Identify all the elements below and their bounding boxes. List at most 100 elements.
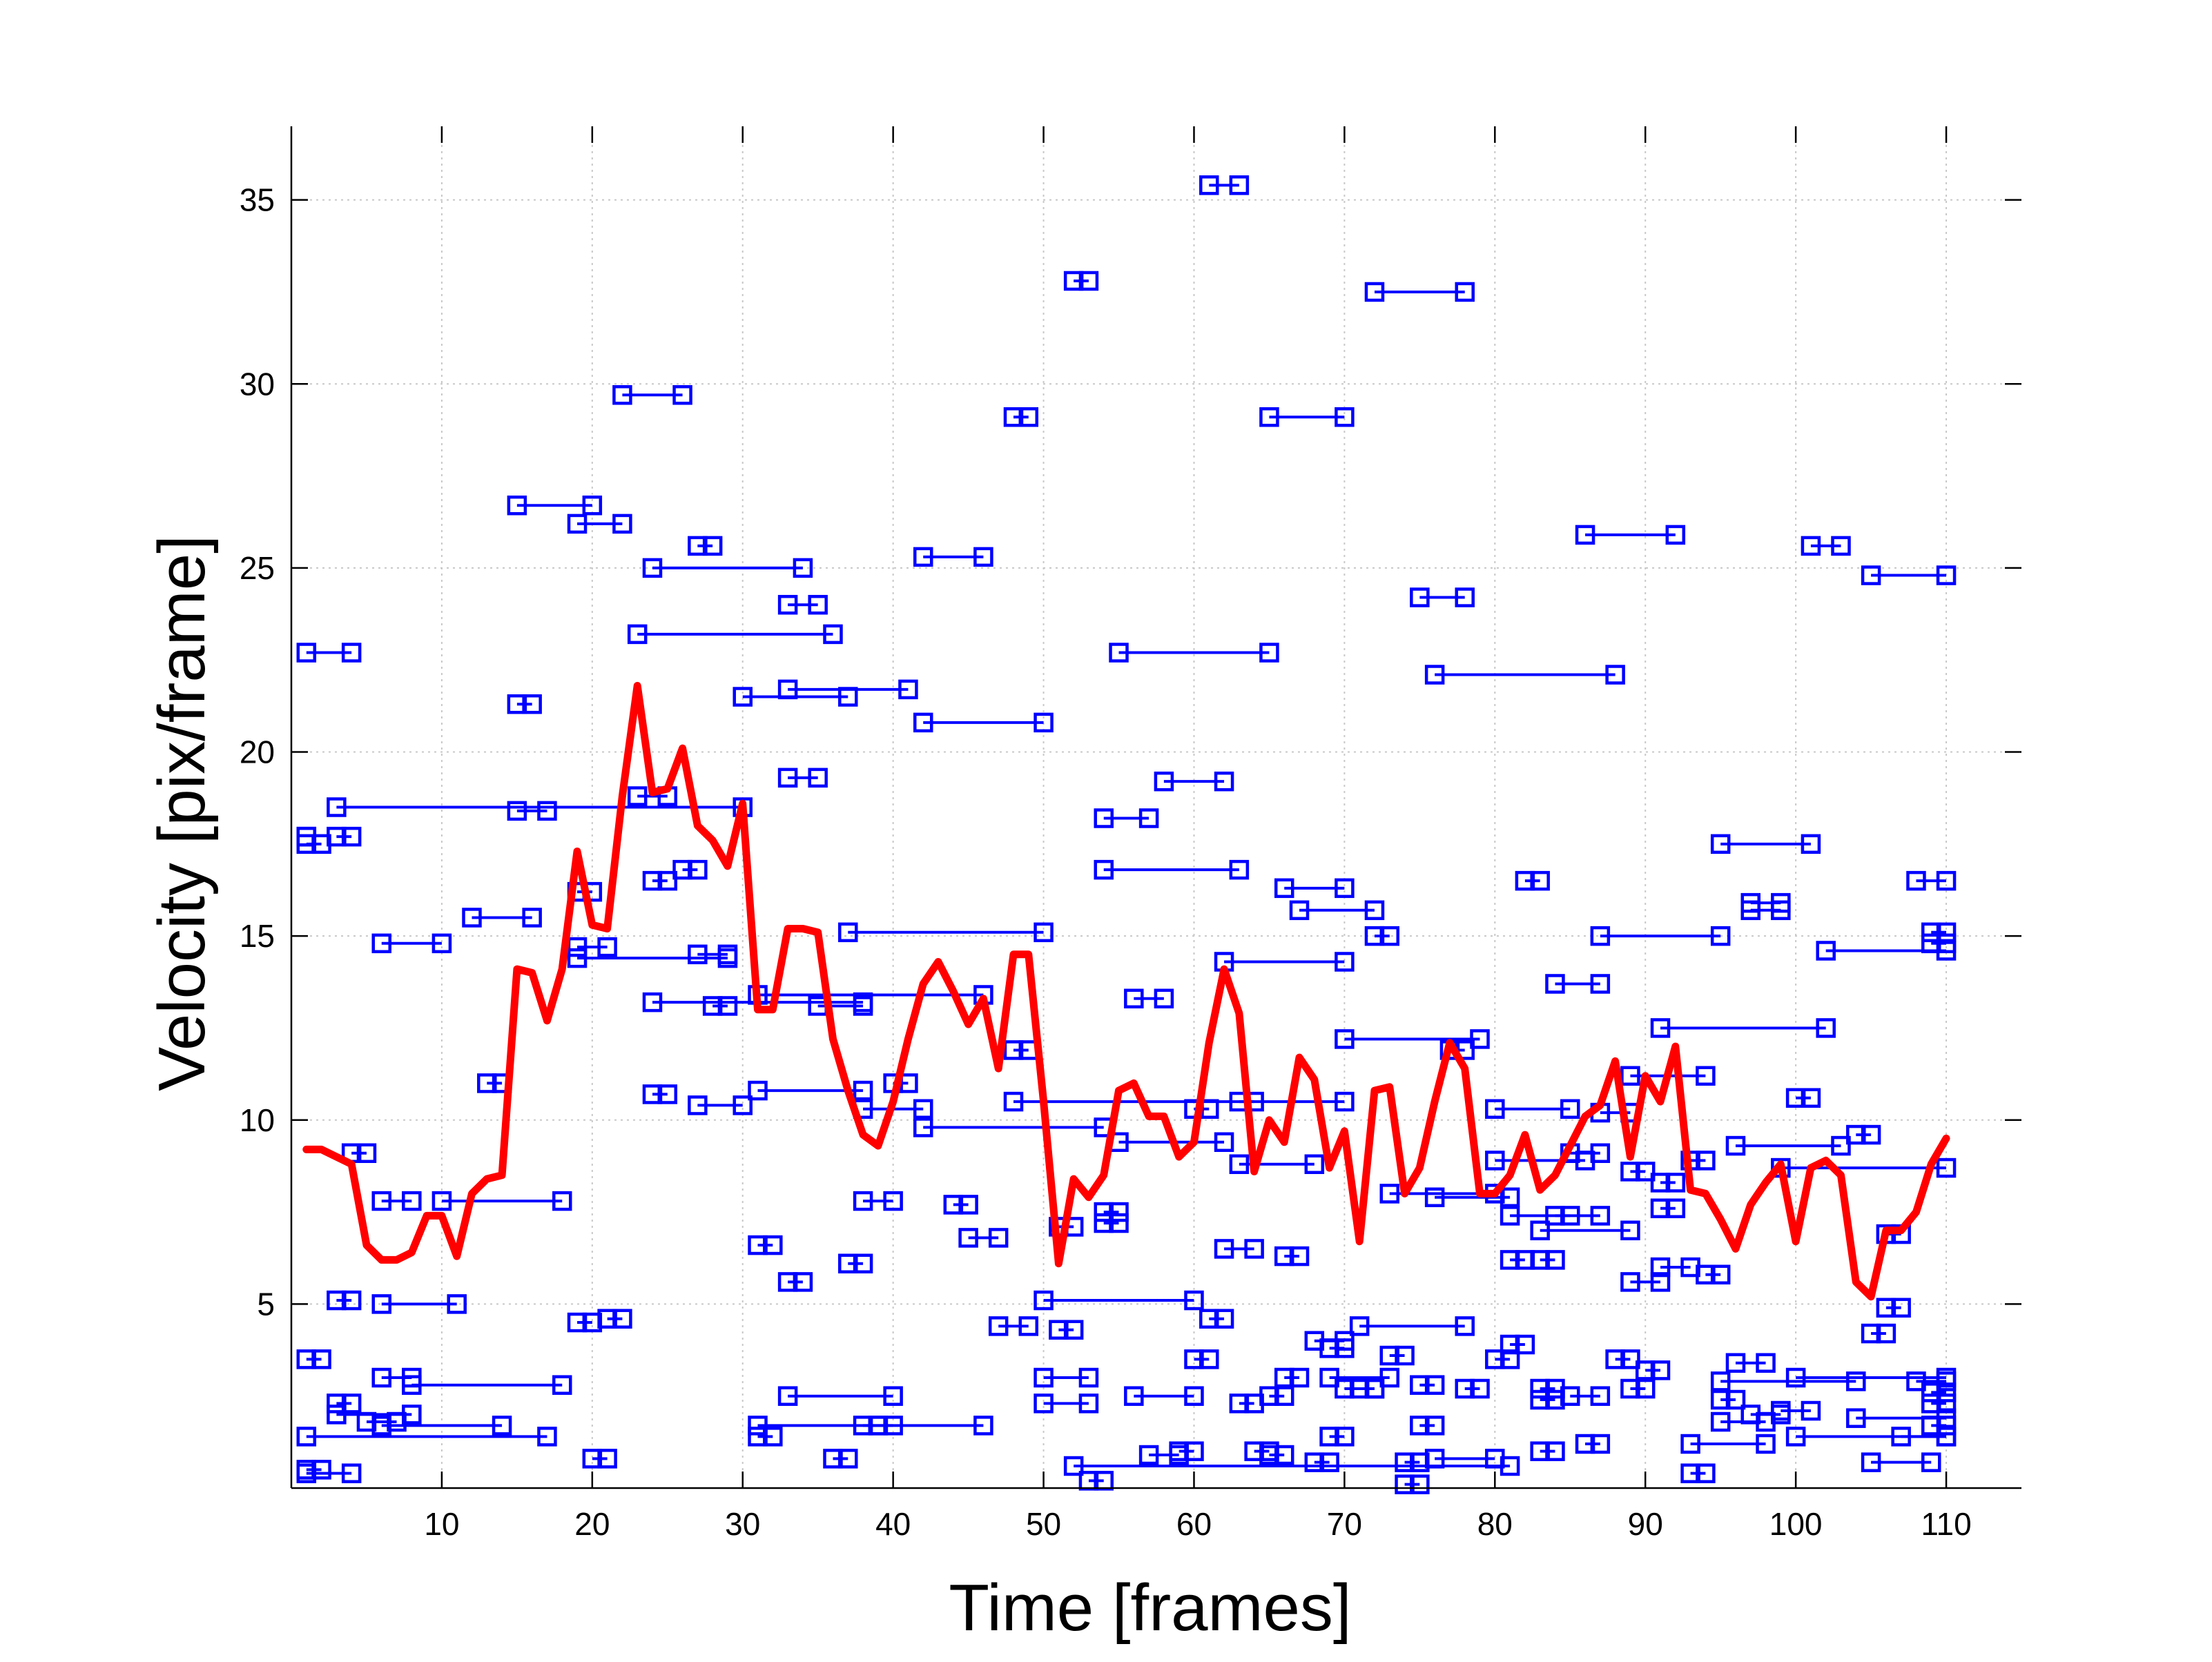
segment-end-marker (1650, 1360, 1671, 1380)
segment-end-marker (1876, 1323, 1896, 1344)
track-segment (1771, 1400, 1821, 1421)
segment-end-marker (1214, 771, 1234, 792)
segment-end-marker (1018, 1316, 1039, 1336)
track-segment (913, 712, 1054, 733)
track-segment (296, 1463, 362, 1483)
track-segment (1680, 1463, 1716, 1483)
segment-end-marker (1259, 643, 1279, 663)
track-segment (1861, 1323, 1896, 1344)
segment-start-marker (1545, 974, 1565, 994)
segment-end-marker (341, 643, 362, 663)
segment-end-marker (1515, 1334, 1535, 1355)
segment-end-marker (1335, 1427, 1355, 1447)
segment-start-marker (1906, 870, 1926, 891)
track-segment (371, 933, 452, 954)
segment-start-marker (1906, 1371, 1926, 1391)
segment-end-marker (1304, 1154, 1325, 1174)
segment-end-marker (1725, 1389, 1746, 1410)
track-segment (507, 801, 557, 821)
segment-end-marker (1936, 1394, 1957, 1414)
segment-start-marker (1575, 525, 1595, 545)
segment-end-marker (1560, 1206, 1580, 1226)
y-axis-title: Velocity [pix/frame] (145, 535, 219, 1091)
segment-start-marker (777, 1386, 798, 1406)
segment-start-marker (1063, 1456, 1084, 1476)
segment-end-marker (311, 1349, 331, 1369)
track-segment (1364, 282, 1475, 302)
track-segment (371, 1416, 512, 1436)
track-segment (1094, 808, 1159, 828)
track-segment (688, 944, 738, 965)
track-segment (1500, 1250, 1535, 1270)
segment-end-marker (1921, 1452, 1941, 1472)
segment-start-marker (1124, 988, 1144, 1009)
track-segment (1034, 1394, 1099, 1414)
track-segment (597, 1309, 632, 1329)
segment-end-marker (522, 694, 542, 714)
track-segment (1199, 175, 1250, 195)
segment-end-marker (1500, 1349, 1520, 1369)
segment-end-marker (988, 1228, 1009, 1248)
segment-end-marker (1184, 1290, 1204, 1311)
segment-start-marker (1560, 1386, 1580, 1406)
segment-start-marker (688, 1095, 708, 1115)
segment-end-marker (913, 1099, 933, 1120)
segment-end-marker (1545, 1250, 1565, 1270)
segment-end-marker (1620, 1349, 1640, 1369)
segment-end-marker (1710, 1264, 1731, 1284)
track-segment (1605, 1349, 1640, 1369)
track-segment (748, 1235, 783, 1255)
segment-start-marker (748, 1416, 768, 1436)
segment-end-marker (763, 1427, 783, 1447)
segment-end-marker (1289, 1246, 1310, 1267)
segment-start-marker (1379, 1184, 1400, 1204)
segment-end-marker (1018, 407, 1039, 427)
x-tick-label: 90 (1628, 1506, 1663, 1542)
track-segment (1184, 1349, 1219, 1369)
segment-start-marker (1590, 926, 1611, 946)
segment-start-marker (642, 992, 663, 1013)
segment-end-marker (341, 826, 362, 847)
segment-end-marker (883, 1191, 903, 1211)
segment-start-marker (1785, 1427, 1806, 1447)
track-segment (1575, 525, 1686, 545)
segment-start-marker (1094, 859, 1114, 880)
segment-start-marker (627, 786, 648, 806)
track-segment (371, 1191, 422, 1211)
segment-start-marker (1485, 1151, 1505, 1171)
y-tick-label: 5 (257, 1286, 275, 1322)
segment-end-marker (1936, 1416, 1957, 1436)
track-segment (1515, 870, 1550, 891)
segment-end-marker (537, 801, 557, 821)
track-segment (1169, 1441, 1204, 1461)
segment-end-marker (1109, 1213, 1129, 1233)
segment-end-marker (793, 558, 813, 578)
track-segment (1921, 1382, 1957, 1402)
track-segment (1906, 1371, 1957, 1391)
segment-end-marker (1470, 1378, 1490, 1399)
track-segment (1274, 1367, 1310, 1388)
segment-end-marker (1530, 870, 1550, 891)
segment-end-marker (1831, 1135, 1851, 1156)
track-segment (1124, 988, 1174, 1009)
segment-end-marker (808, 768, 828, 788)
track-segment (642, 1084, 678, 1104)
track-segment (567, 937, 617, 957)
segment-start-marker (777, 679, 798, 700)
segment-end-marker (1756, 1434, 1776, 1454)
track-segment (1410, 1375, 1445, 1395)
track-segment (1545, 1206, 1580, 1226)
segment-end-marker (1936, 1427, 1957, 1447)
segment-start-marker (1424, 1449, 1445, 1469)
segment-end-marker (1485, 1449, 1505, 1469)
segment-start-marker (1289, 900, 1310, 921)
segment-end-marker (1545, 1441, 1565, 1461)
y-tick-label: 10 (240, 1102, 275, 1138)
track-segment (1003, 407, 1039, 427)
segment-end-marker (1229, 175, 1250, 195)
segment-end-marker (958, 1195, 978, 1215)
segment-start-marker (296, 1427, 317, 1447)
segment-end-marker (1335, 1091, 1355, 1112)
